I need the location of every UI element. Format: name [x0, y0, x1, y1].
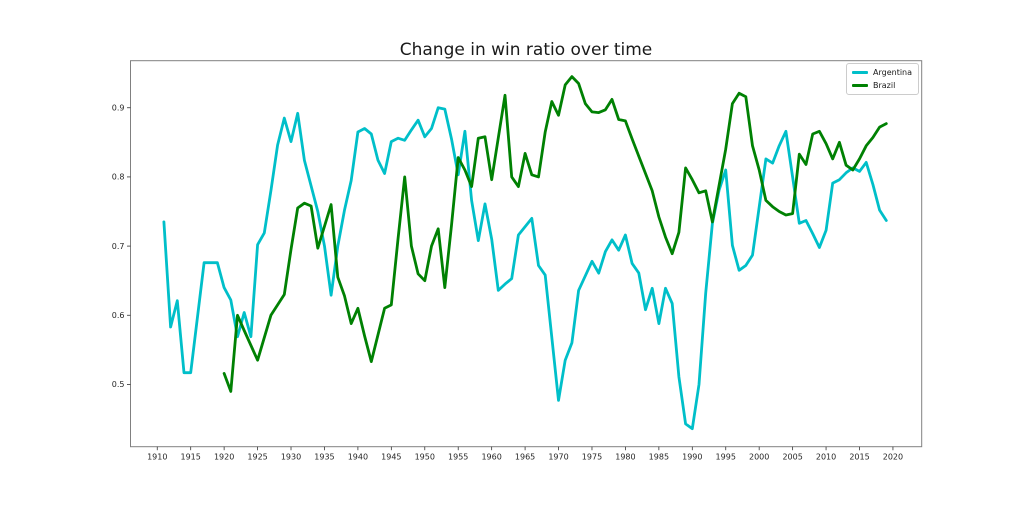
x-tick-label-1945: 1945: [381, 453, 401, 462]
x-tick-label-2015: 2015: [849, 453, 869, 462]
x-tick-label-1935: 1935: [314, 453, 334, 462]
legend-swatch-brazil: [852, 84, 868, 87]
legend-label-brazil: Brazil: [873, 80, 896, 90]
x-tick-label-1950: 1950: [415, 453, 435, 462]
x-tick-label-1940: 1940: [348, 453, 368, 462]
y-tick-label-0.8: 0.8: [112, 173, 125, 182]
y-tick-label-0.5: 0.5: [112, 380, 125, 389]
x-tick-label-1930: 1930: [281, 453, 301, 462]
x-tick-label-2010: 2010: [816, 453, 836, 462]
x-tick-label-1980: 1980: [615, 453, 635, 462]
y-tick-label-0.9: 0.9: [112, 104, 125, 113]
legend-label-argentina: Argentina: [873, 67, 913, 77]
x-tick-label-1995: 1995: [716, 453, 736, 462]
x-tick-label-1925: 1925: [247, 453, 267, 462]
x-tick-label-1955: 1955: [448, 453, 468, 462]
y-tick-label-0.7: 0.7: [112, 242, 125, 251]
x-tick-label-1920: 1920: [214, 453, 234, 462]
legend: Argentina Brazil: [846, 63, 920, 95]
legend-swatch-argentina: [852, 71, 868, 74]
x-tick-label-1975: 1975: [582, 453, 602, 462]
x-tick-label-2000: 2000: [749, 453, 769, 462]
x-tick-label-1970: 1970: [548, 453, 568, 462]
x-tick-label-2020: 2020: [883, 453, 903, 462]
x-tick-label-1985: 1985: [649, 453, 669, 462]
axes-frame: [130, 60, 923, 448]
series-line-argentina: [162, 106, 888, 431]
legend-item-argentina: Argentina: [852, 67, 912, 78]
legend-item-brazil: Brazil: [852, 80, 912, 91]
x-tick-label-1990: 1990: [682, 453, 702, 462]
x-tick-label-1960: 1960: [481, 453, 501, 462]
x-tick-label-1965: 1965: [515, 453, 535, 462]
chart-title: Change in win ratio over time: [399, 40, 653, 60]
series-line-brazil: [222, 75, 888, 393]
y-tick-label-0.6: 0.6: [112, 311, 125, 320]
x-tick-label-1910: 1910: [147, 453, 167, 462]
x-tick-label-1915: 1915: [181, 453, 201, 462]
x-tick-label-2005: 2005: [782, 453, 802, 462]
